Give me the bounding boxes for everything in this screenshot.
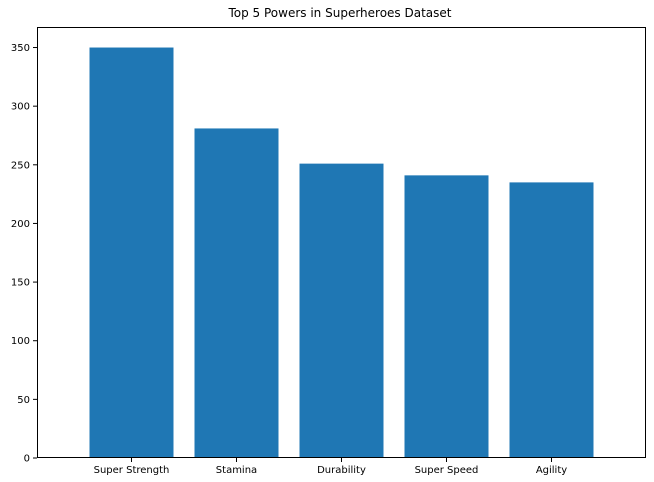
y-tick-label-350: 350 [11,43,30,54]
y-tick-label-250: 250 [11,160,30,171]
y-tick-label-50: 50 [17,395,30,406]
bar-super-strength [89,47,174,459]
y-tick-label-0: 0 [24,454,30,465]
x-axis: Super Strength Stamina Durability Super Spe… [94,458,567,476]
x-tick-label-durability: Durability [317,465,366,476]
y-tick-label-300: 300 [11,102,30,113]
bar-durability [299,163,384,458]
x-tick-label-stamina: Stamina [216,465,257,476]
bars-group [89,47,594,459]
chart-title: Top 5 Powers in Superheroes Dataset [227,6,451,20]
x-tick-label-super-strength: Super Strength [94,465,170,476]
bar-stamina [194,128,279,458]
y-tick-label-200: 200 [11,219,30,230]
x-tick-label-super-speed: Super Speed [415,465,479,476]
bar-super-speed [404,175,489,458]
bar-agility [509,182,594,458]
x-tick-label-agility: Agility [536,465,567,476]
y-tick-label-150: 150 [11,278,30,289]
y-axis: 0 50 100 150 200 250 300 350 [11,43,37,465]
y-tick-label-100: 100 [11,336,30,347]
plot-frame [37,27,646,458]
